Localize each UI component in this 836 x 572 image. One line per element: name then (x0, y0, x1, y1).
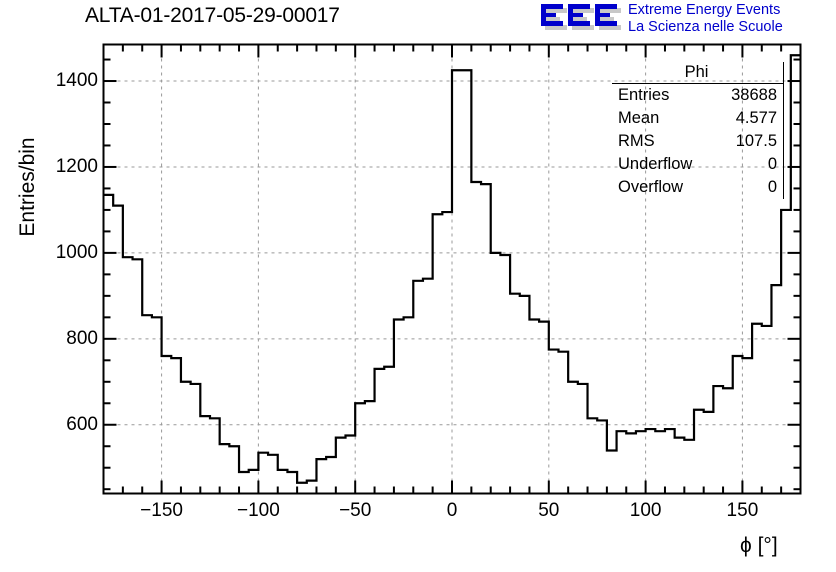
stats-box-rows: Entries 38688 Mean 4.577 RMS 107.5 Underflow 0 O… (612, 84, 783, 199)
stats-row: Entries 38688 (612, 84, 783, 107)
eee-logo-line1: Extreme Energy Events (628, 2, 781, 18)
stats-row: Underflow 0 (612, 153, 783, 176)
x-axis-tick-label: 150 (726, 500, 759, 521)
stats-row-label: Mean (618, 109, 660, 127)
y-axis-tick-label: 800 (66, 327, 98, 349)
gridlines (103, 44, 801, 494)
y-axis-tick-label: 600 (66, 413, 98, 435)
eee-logo-mark (541, 4, 621, 30)
eee-logo-text: Extreme Energy Events La Scienza nelle S… (628, 2, 783, 35)
histogram-step-line (103, 54, 801, 484)
eee-logo: Extreme Energy Events La Scienza nelle S… (540, 2, 832, 36)
x-axis-tick-label: 100 (629, 500, 662, 521)
x-axis-tick-label: −50 (339, 500, 372, 521)
stats-row-value: 38688 (731, 86, 777, 104)
eee-logo-line2: La Scienza nelle Scuole (628, 18, 783, 35)
stats-row-label: Underflow (618, 155, 693, 173)
stats-row-value: 107.5 (735, 132, 777, 150)
page-title: ALTA-01-2017-05-29-00017 (85, 4, 340, 27)
stats-row-label: Overflow (618, 178, 684, 196)
x-axis-tick-label: 0 (446, 500, 458, 521)
x-axis-tick-label: −100 (236, 500, 280, 521)
stats-row: RMS 107.5 (612, 130, 783, 153)
stats-row-label: RMS (618, 132, 655, 150)
x-axis-title: ϕ [°] (740, 534, 778, 557)
y-axis-tick-label: 1000 (55, 241, 98, 263)
stats-row-value: 0 (767, 178, 777, 196)
stats-row: Overflow 0 (612, 176, 783, 199)
x-axis-tick-label: −150 (140, 500, 183, 521)
stats-row: Mean 4.577 (612, 107, 783, 130)
stats-row-label: Entries (618, 86, 670, 104)
y-axis-tick-label: 1200 (55, 155, 98, 177)
stats-row-value: 4.577 (735, 109, 777, 127)
stats-box: Phi Entries 38688 Mean 4.577 RMS 107.5 Underfl… (612, 62, 784, 199)
histogram-outline (103, 54, 801, 484)
x-axis-tick-label: 50 (538, 500, 560, 521)
axis-ticks (102, 44, 802, 494)
y-axis-tick-label: 1400 (55, 70, 98, 92)
stats-box-title: Phi (612, 62, 783, 84)
stats-row-value: 0 (767, 155, 777, 173)
